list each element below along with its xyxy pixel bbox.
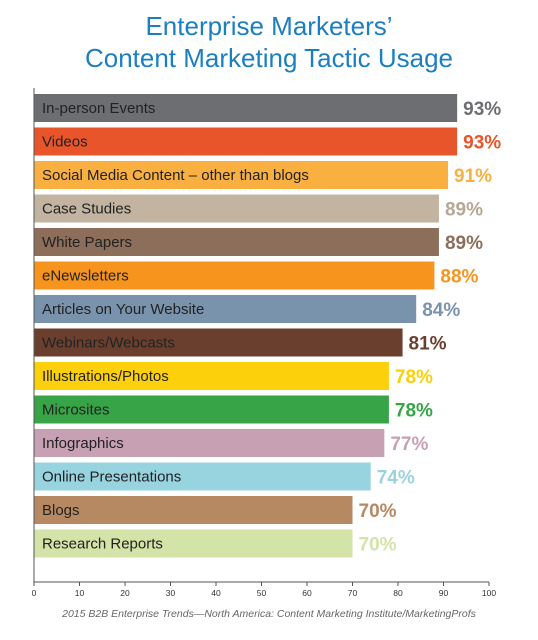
bar-value-label: 77% bbox=[390, 434, 428, 455]
bar-category-label: Blogs bbox=[42, 502, 80, 519]
bar-4 bbox=[34, 194, 439, 223]
bar-category-label: Videos bbox=[42, 134, 88, 151]
bar-category-label: Social Media Content – other than blogs bbox=[42, 167, 309, 184]
x-tick-label: 0 bbox=[32, 588, 37, 598]
bar-value-label: 70% bbox=[359, 501, 397, 522]
bar-13 bbox=[34, 496, 353, 524]
bar-category-label: Articles on Your Website bbox=[42, 301, 204, 318]
bar-6 bbox=[34, 261, 435, 290]
bar-value-label: 74% bbox=[377, 468, 415, 489]
bar-2 bbox=[34, 127, 458, 156]
x-tick-label: 20 bbox=[120, 588, 130, 598]
chart-title-line-2: Content Marketing Tactic Usage bbox=[84, 43, 454, 73]
bar-11 bbox=[34, 429, 385, 457]
chart-title-line-1: Enterprise Marketers’ bbox=[145, 11, 393, 41]
x-tick-label: 80 bbox=[393, 588, 403, 598]
bar-9 bbox=[34, 362, 389, 390]
x-tick-label: 50 bbox=[257, 588, 267, 598]
bar-category-label: Microsites bbox=[42, 402, 110, 419]
bar-value-label: 70% bbox=[359, 535, 397, 556]
x-tick-label: 70 bbox=[348, 588, 358, 598]
bar-12 bbox=[34, 462, 371, 491]
x-tick-label: 90 bbox=[439, 588, 449, 598]
bar-3 bbox=[34, 161, 449, 189]
bar-value-label: 78% bbox=[395, 401, 433, 422]
bar-category-label: Research Reports bbox=[42, 536, 163, 553]
x-tick-label: 60 bbox=[302, 588, 312, 598]
bar-5 bbox=[34, 228, 439, 256]
bar-value-label: 81% bbox=[409, 334, 447, 355]
bar-10 bbox=[34, 395, 389, 424]
x-tick-label: 100 bbox=[482, 588, 496, 598]
bar-7 bbox=[34, 295, 417, 323]
bar-1 bbox=[34, 94, 458, 122]
bar-value-label: 91% bbox=[454, 166, 492, 187]
bar-8 bbox=[34, 328, 403, 357]
bar-value-label: 88% bbox=[440, 267, 478, 288]
bar-category-label: Webinars/Webcasts bbox=[42, 335, 175, 352]
x-tick-label: 10 bbox=[75, 588, 85, 598]
bar-14 bbox=[34, 529, 353, 558]
bar-value-label: 93% bbox=[463, 99, 501, 120]
bar-value-label: 89% bbox=[445, 233, 483, 254]
bar-category-label: Online Presentations bbox=[42, 469, 181, 486]
bar-category-label: In-person Events bbox=[42, 100, 155, 117]
bar-value-label: 89% bbox=[445, 200, 483, 221]
bar-category-label: eNewsletters bbox=[42, 268, 129, 285]
bar-value-label: 84% bbox=[422, 300, 460, 321]
bar-category-label: Illustrations/Photos bbox=[42, 368, 169, 385]
bar-category-label: Infographics bbox=[42, 435, 124, 452]
x-tick-label: 40 bbox=[211, 588, 221, 598]
bar-category-label: Case Studies bbox=[42, 201, 131, 218]
bar-value-label: 93% bbox=[463, 133, 501, 154]
bar-value-label: 78% bbox=[395, 367, 433, 388]
chart-source: 2015 B2B Enterprise Trends—North America… bbox=[62, 608, 476, 620]
x-tick-label: 30 bbox=[166, 588, 176, 598]
bar-category-label: White Papers bbox=[42, 234, 132, 251]
